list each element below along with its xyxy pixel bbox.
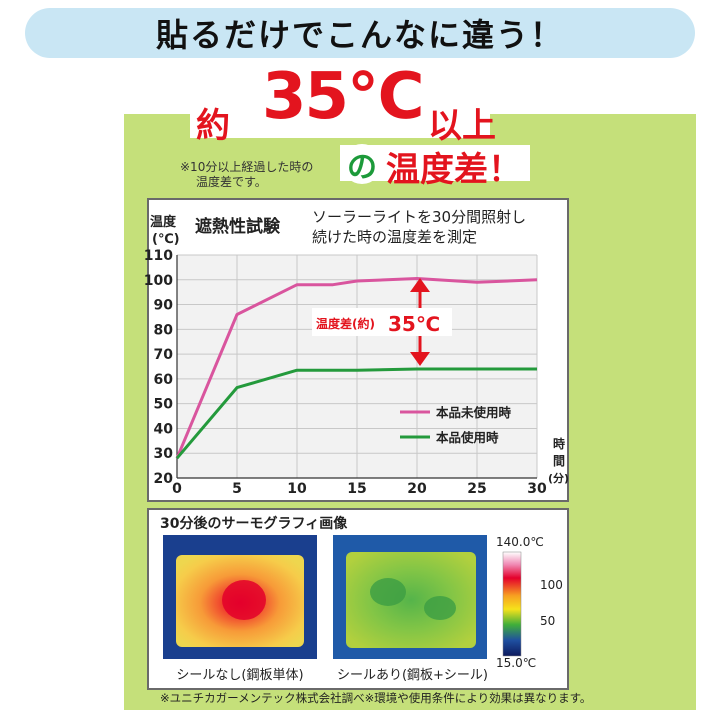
y-tick-label: 20 xyxy=(154,471,174,487)
scale-100-label: 100 xyxy=(540,578,563,592)
chart-series xyxy=(175,277,538,460)
headline-prefix: 約 xyxy=(196,106,230,146)
x-tick-label: 20 xyxy=(407,481,427,497)
annotation-value: 35℃ xyxy=(388,312,440,336)
x-tick-label: 15 xyxy=(347,481,366,497)
chart-legend: 本品未使用時 本品使用時 xyxy=(400,405,512,445)
headline-suffix: 以上 xyxy=(428,106,496,146)
y-tick-label: 90 xyxy=(154,298,174,314)
thermo-image-no-seal xyxy=(163,535,317,659)
note-line-2: 温度差です。 xyxy=(196,175,267,189)
x-tick-label: 0 xyxy=(172,481,182,497)
thermo-title: 30分後のサーモグラフィ画像 xyxy=(160,516,348,532)
x-tick-label: 25 xyxy=(467,481,486,497)
chart-axes: 20 30 40 50 60 70 80 90 100 110 0 5 10 15 20 25 30 xyxy=(144,248,547,497)
series-line-used xyxy=(175,367,537,460)
note-line-1: ※10分以上経過した時の xyxy=(180,160,314,174)
chart-grid xyxy=(176,254,538,479)
thermo-image-with-seal xyxy=(333,535,487,659)
chart-title: 遮熱性試験 xyxy=(195,216,281,237)
title-banner: 貼るだけでこんなに違う！ xyxy=(25,8,695,58)
x-axis-label-1: 時 xyxy=(553,436,565,451)
scale-50-label: 50 xyxy=(540,614,556,628)
y-tick-label: 80 xyxy=(154,322,174,338)
x-tick-label: 5 xyxy=(232,481,242,497)
legend-label-unused: 本品未使用時 xyxy=(436,405,512,420)
chart-subtitle-2: 続けた時の温度差を測定 xyxy=(312,228,477,246)
y-axis-label-1: 温度 xyxy=(150,214,177,230)
series-line-unused xyxy=(175,277,538,459)
x-axis-label-3: (分) xyxy=(548,471,569,485)
x-tick-label: 10 xyxy=(287,481,307,497)
chart-subtitle-1: ソーラーライトを30分間照射し xyxy=(312,208,526,226)
y-tick-label: 60 xyxy=(154,372,174,388)
headline: 約 35℃ 以上 の 温度差！ xyxy=(190,60,550,190)
y-tick-label: 50 xyxy=(154,397,174,413)
annotation-bg xyxy=(312,308,452,336)
legend-label-used: 本品使用時 xyxy=(436,430,499,445)
caption-no-seal: シールなし(鋼板単体) xyxy=(176,668,304,683)
y-axis-label-2: (℃) xyxy=(152,232,180,247)
x-axis-label-2: 間 xyxy=(553,454,565,468)
footnote: ※ユニチカガーメンテック株式会社調べ※環境や使用条件により効果は異なります。 xyxy=(160,691,592,705)
caption-with-seal: シールあり(鋼板+シール) xyxy=(336,668,489,683)
annotation-label: 温度差(約) xyxy=(316,316,375,331)
scale-top-label: 140.0℃ xyxy=(496,535,544,549)
banner-text: 貼るだけでこんなに違う！ xyxy=(155,16,564,54)
headline-value: 35℃ xyxy=(262,60,425,134)
headline-note: ※10分以上経過した時の 温度差です。 xyxy=(180,160,350,190)
y-tick-label: 110 xyxy=(144,248,173,264)
headline-particle: の xyxy=(342,144,382,185)
y-tick-label: 40 xyxy=(154,421,174,437)
temperature-scale-bar xyxy=(502,551,522,657)
y-tick-label: 30 xyxy=(154,446,174,462)
y-tick-label: 100 xyxy=(144,273,173,289)
scale-bottom-label: 15.0℃ xyxy=(496,656,537,670)
x-tick-label: 30 xyxy=(527,481,547,497)
y-tick-label: 70 xyxy=(154,347,174,363)
headline-rest: 温度差！ xyxy=(386,150,522,190)
